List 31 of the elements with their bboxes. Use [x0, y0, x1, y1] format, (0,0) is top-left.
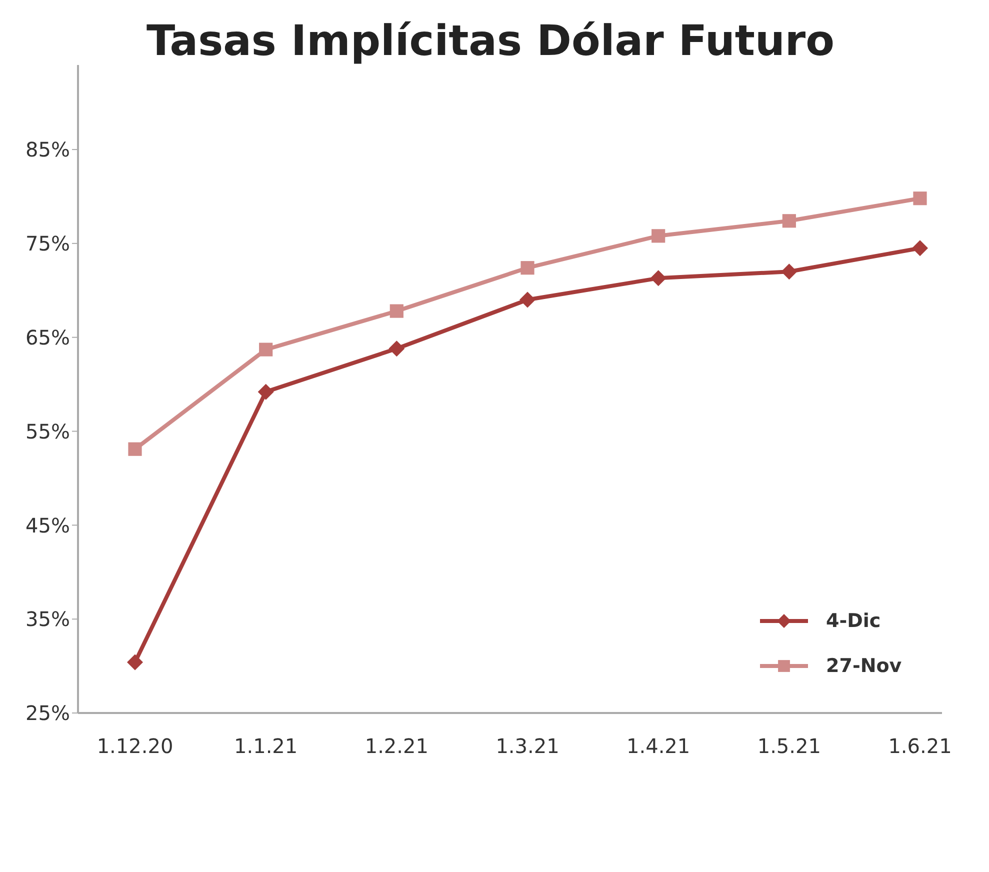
- x-tick-label: 1.6.21: [888, 734, 952, 758]
- y-tick-label: 25%: [26, 701, 70, 726]
- x-tick-label: 1.3.21: [496, 734, 560, 758]
- x-tick-label: 1.12.20: [96, 734, 174, 758]
- y-tick-label: 45%: [26, 513, 70, 538]
- legend-label: 4-Dic: [826, 610, 881, 632]
- y-tick-label: 55%: [26, 419, 70, 444]
- point: [781, 264, 798, 280]
- y-tick-label: 65%: [26, 325, 70, 350]
- y-tick-label: 75%: [26, 232, 70, 256]
- point: [652, 229, 666, 243]
- x-tick-label: 1.2.21: [364, 734, 428, 758]
- point: [390, 304, 404, 318]
- point: [913, 192, 927, 206]
- chart-title: Tasas Implícitas Dólar Futuro: [146, 16, 836, 65]
- x-tick-label: 1.4.21: [626, 734, 690, 758]
- legend-label: 27-Nov: [826, 654, 902, 676]
- y-tick-label: 35%: [26, 607, 70, 632]
- x-tick-label: 1.5.21: [757, 734, 821, 758]
- point: [520, 261, 534, 275]
- point: [259, 342, 273, 356]
- point: [782, 214, 796, 228]
- x-tick-label: 1.1.21: [234, 734, 298, 758]
- point: [128, 442, 142, 456]
- point: [258, 384, 274, 400]
- point: [650, 270, 666, 286]
- point: [520, 292, 536, 308]
- point: [388, 340, 405, 357]
- y-tick-label: 85%: [26, 138, 70, 162]
- point: [127, 654, 143, 670]
- point: [912, 240, 928, 256]
